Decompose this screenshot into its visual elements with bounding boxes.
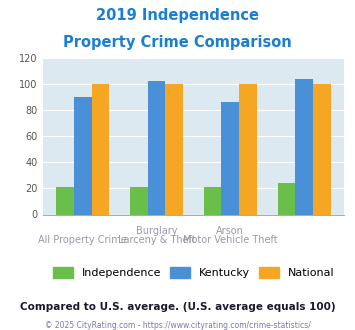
Bar <box>92 84 109 214</box>
Bar <box>222 102 239 214</box>
Text: Motor Vehicle Theft: Motor Vehicle Theft <box>183 235 278 246</box>
Text: © 2025 CityRating.com - https://www.cityrating.com/crime-statistics/: © 2025 CityRating.com - https://www.city… <box>45 321 310 330</box>
Text: Burglary: Burglary <box>136 226 178 236</box>
Text: All Property Crime: All Property Crime <box>38 235 127 246</box>
Text: Compared to U.S. average. (U.S. average equals 100): Compared to U.S. average. (U.S. average … <box>20 302 335 312</box>
Bar <box>56 187 74 214</box>
Bar <box>130 187 148 214</box>
Text: Property Crime Comparison: Property Crime Comparison <box>63 35 292 50</box>
Text: 2019 Independence: 2019 Independence <box>96 8 259 23</box>
Bar <box>148 81 165 214</box>
Bar <box>295 79 313 214</box>
Text: Arson: Arson <box>217 226 244 236</box>
Bar <box>204 187 222 214</box>
Bar <box>239 84 257 214</box>
Text: Larceny & Theft: Larceny & Theft <box>118 235 196 246</box>
Bar <box>278 183 295 214</box>
Bar <box>313 84 331 214</box>
Legend: Independence, Kentucky, National: Independence, Kentucky, National <box>48 263 339 282</box>
Bar <box>74 97 92 214</box>
Bar <box>165 84 183 214</box>
